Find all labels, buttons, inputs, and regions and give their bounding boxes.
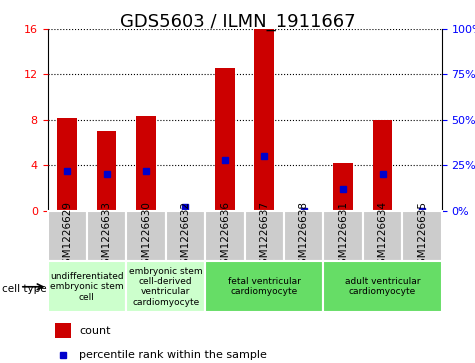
FancyBboxPatch shape <box>323 211 363 261</box>
Bar <box>56 323 71 338</box>
FancyBboxPatch shape <box>323 261 442 312</box>
Text: GSM1226637: GSM1226637 <box>259 201 269 271</box>
Text: GSM1226631: GSM1226631 <box>338 201 348 271</box>
FancyBboxPatch shape <box>126 211 166 261</box>
Text: embryonic stem
cell-derived
ventricular
cardiomyocyte: embryonic stem cell-derived ventricular … <box>129 267 202 307</box>
FancyBboxPatch shape <box>402 211 442 261</box>
FancyBboxPatch shape <box>48 261 126 312</box>
Text: GSM1226635: GSM1226635 <box>417 201 427 271</box>
Text: GSM1226632: GSM1226632 <box>180 201 190 271</box>
FancyBboxPatch shape <box>205 211 245 261</box>
Text: percentile rank within the sample: percentile rank within the sample <box>79 350 267 359</box>
Text: GSM1226638: GSM1226638 <box>299 201 309 271</box>
Text: undifferentiated
embryonic stem
cell: undifferentiated embryonic stem cell <box>50 272 124 302</box>
FancyBboxPatch shape <box>87 211 126 261</box>
FancyBboxPatch shape <box>166 211 205 261</box>
Bar <box>255 29 274 211</box>
FancyBboxPatch shape <box>205 261 323 312</box>
FancyBboxPatch shape <box>363 211 402 261</box>
Text: GDS5603 / ILMN_1911667: GDS5603 / ILMN_1911667 <box>120 13 355 31</box>
Text: GSM1226630: GSM1226630 <box>141 201 151 271</box>
Text: count: count <box>79 326 111 336</box>
FancyBboxPatch shape <box>284 211 323 261</box>
Bar <box>373 120 392 211</box>
Bar <box>333 163 353 211</box>
Text: GSM1226634: GSM1226634 <box>378 201 388 271</box>
Bar <box>136 117 156 211</box>
Bar <box>215 68 235 211</box>
Text: GSM1226629: GSM1226629 <box>62 201 72 271</box>
Text: fetal ventricular
cardiomyocyte: fetal ventricular cardiomyocyte <box>228 277 301 297</box>
FancyBboxPatch shape <box>245 211 284 261</box>
Text: adult ventricular
cardiomyocyte: adult ventricular cardiomyocyte <box>345 277 420 297</box>
FancyBboxPatch shape <box>48 211 87 261</box>
FancyBboxPatch shape <box>126 261 205 312</box>
Text: GSM1226636: GSM1226636 <box>220 201 230 271</box>
Text: GSM1226633: GSM1226633 <box>102 201 112 271</box>
Bar <box>97 131 116 211</box>
Text: cell type: cell type <box>2 284 47 294</box>
Bar <box>57 118 77 211</box>
